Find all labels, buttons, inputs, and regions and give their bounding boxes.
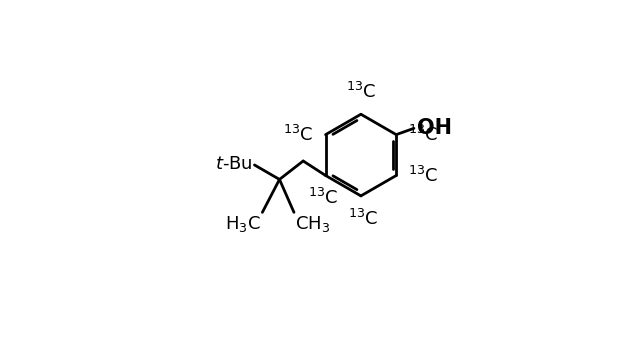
Text: OH: OH [417, 118, 452, 137]
Text: $^{13}$C: $^{13}$C [346, 81, 376, 102]
Text: $^{13}$C: $^{13}$C [284, 124, 314, 145]
Text: H$_3$C: H$_3$C [225, 214, 261, 235]
Text: $^{13}$C: $^{13}$C [348, 209, 379, 228]
Text: CH$_3$: CH$_3$ [295, 214, 330, 235]
Text: $^{13}$C: $^{13}$C [408, 124, 438, 145]
Text: $\it{t}$-Bu: $\it{t}$-Bu [214, 155, 252, 173]
Text: $^{13}$C: $^{13}$C [308, 188, 338, 208]
Text: $^{13}$C: $^{13}$C [408, 166, 438, 185]
